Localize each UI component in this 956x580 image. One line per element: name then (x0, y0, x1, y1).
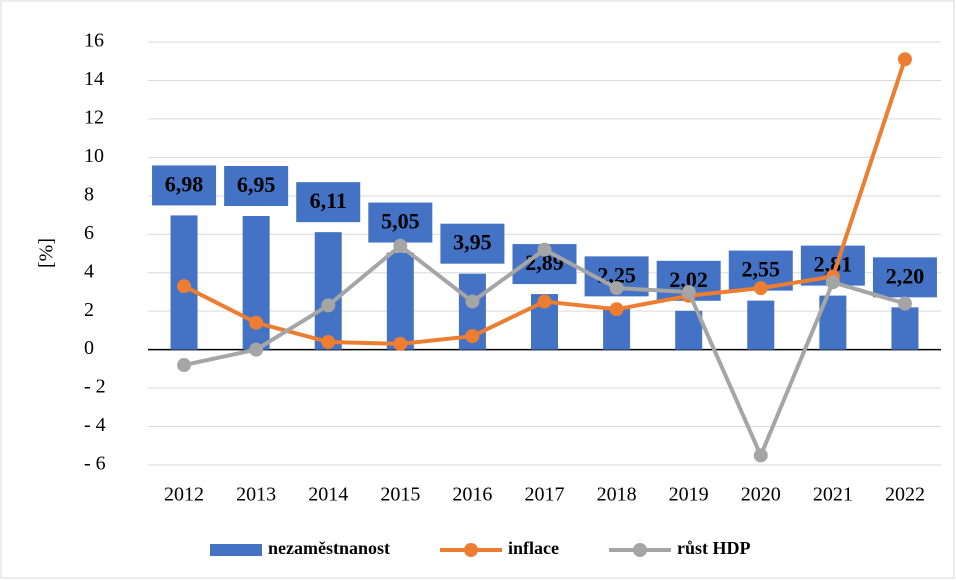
x-tick-label: 2015 (380, 484, 420, 506)
line-marker (753, 281, 768, 296)
line-marker (321, 298, 336, 313)
data-label-box (440, 223, 505, 264)
y-tick-label: - 2 (84, 376, 106, 398)
bar (386, 252, 414, 350)
bar (891, 307, 919, 350)
line-marker (249, 315, 264, 330)
data-label: 6,11 (310, 188, 347, 213)
line-marker (177, 358, 192, 373)
x-tick-label: 2018 (597, 484, 637, 506)
line-marker (537, 242, 552, 257)
line-marker (897, 296, 912, 311)
y-tick-label: 6 (84, 222, 94, 244)
legend-swatch (210, 544, 262, 556)
data-label: 2,20 (886, 263, 925, 288)
line-marker (393, 238, 408, 253)
legend-label: růst HDP (677, 538, 751, 558)
legend-marker (464, 543, 478, 557)
data-label-box (296, 182, 361, 223)
y-axis-label: [%] (36, 238, 58, 268)
x-tick-label: 2013 (236, 484, 276, 506)
x-tick-label: 2022 (885, 484, 925, 506)
y-tick-label: 8 (84, 183, 94, 205)
line-marker (897, 52, 912, 67)
bar (747, 300, 775, 350)
data-label: 3,95 (453, 230, 492, 255)
y-tick-label: 0 (84, 337, 94, 359)
y-tick-label: 10 (84, 145, 104, 167)
data-label: 6,95 (237, 172, 276, 197)
line-marker (825, 275, 840, 290)
line-marker (249, 342, 264, 357)
data-label-box (152, 165, 217, 206)
line-marker (393, 336, 408, 351)
data-label-box (224, 166, 289, 207)
x-tick-label: 2020 (741, 484, 781, 506)
y-tick-label: 12 (84, 107, 104, 129)
y-tick-label: 4 (84, 260, 94, 282)
line-marker (609, 302, 624, 317)
line-marker (465, 329, 480, 344)
data-label-box (368, 202, 433, 243)
legend-label: nezaměstnanost (268, 538, 390, 558)
legend-label: inflace (508, 538, 559, 558)
x-tick-label: 2012 (164, 484, 204, 506)
bar (314, 232, 342, 350)
x-tick-label: 2021 (813, 484, 853, 506)
x-tick-label: 2014 (308, 484, 348, 506)
line-marker (609, 281, 624, 296)
y-tick-label: 2 (84, 299, 94, 321)
data-label: 2,55 (742, 257, 781, 282)
data-label-box (872, 257, 937, 298)
x-tick-label: 2016 (452, 484, 492, 506)
y-tick-label: - 4 (84, 414, 106, 436)
y-tick-label: - 6 (84, 453, 106, 475)
x-tick-label: 2019 (669, 484, 709, 506)
data-label: 5,05 (381, 209, 420, 234)
line-marker (465, 294, 480, 309)
line-marker (681, 284, 696, 299)
y-tick-label: 16 (84, 30, 104, 52)
line-marker (537, 294, 552, 309)
line-marker (753, 448, 768, 463)
data-label: 6,98 (165, 171, 204, 196)
line-marker (177, 279, 192, 294)
y-tick-label: 14 (84, 68, 104, 90)
line-marker (321, 334, 336, 349)
legend-marker (633, 543, 647, 557)
x-tick-label: 2017 (525, 484, 565, 506)
